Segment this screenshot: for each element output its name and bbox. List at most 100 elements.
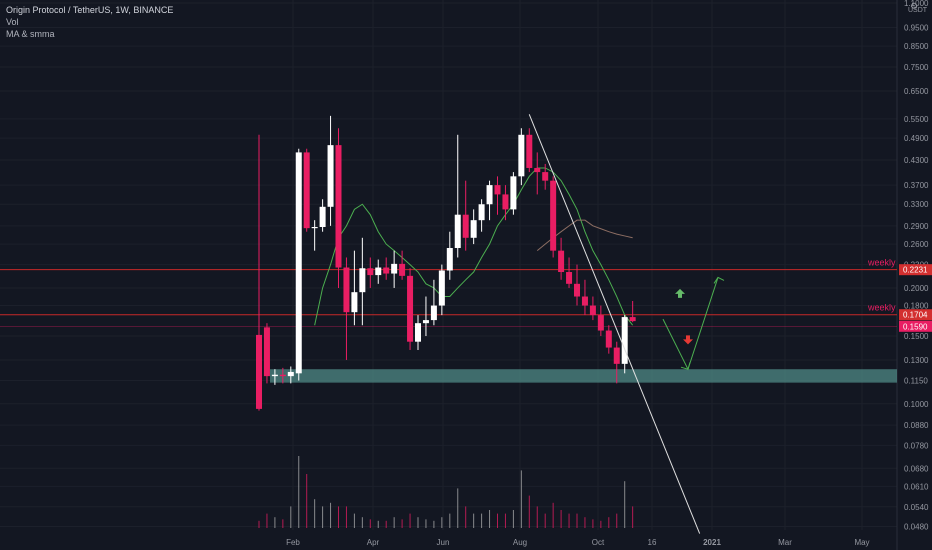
volume-bar	[528, 495, 530, 528]
candle-body[interactable]	[399, 263, 406, 276]
volume-bar	[600, 520, 602, 528]
candle-body[interactable]	[343, 267, 350, 313]
volume-bar	[512, 510, 514, 528]
symbol-title[interactable]: Origin Protocol / TetherUS, 1W, BINANCE	[6, 5, 174, 15]
candle-body[interactable]	[478, 204, 485, 221]
volume-bar	[425, 519, 427, 528]
volume-bar	[608, 517, 610, 528]
candle-body[interactable]	[494, 185, 501, 195]
candle-body[interactable]	[566, 272, 573, 284]
candle-body[interactable]	[462, 214, 469, 238]
candle-body[interactable]	[430, 305, 437, 321]
price-tick-label: 0.9500	[904, 24, 929, 33]
level-price-label: 0.1704	[903, 311, 928, 320]
candle-body[interactable]	[407, 275, 414, 342]
candle-body[interactable]	[359, 268, 366, 293]
volume-bar	[369, 519, 371, 528]
candle-body[interactable]	[558, 250, 565, 273]
candle-body[interactable]	[375, 267, 382, 276]
volume-bar	[576, 513, 578, 528]
candle-body[interactable]	[542, 172, 549, 181]
candle-body[interactable]	[335, 145, 342, 268]
candle-body[interactable]	[446, 247, 453, 271]
candle-body[interactable]	[629, 317, 636, 322]
candle-body[interactable]	[422, 320, 429, 324]
candle-body[interactable]	[550, 180, 557, 251]
candle-body[interactable]	[263, 327, 270, 377]
candle-body[interactable]	[589, 305, 596, 316]
time-tick-label: Feb	[286, 538, 300, 547]
candle-body[interactable]	[574, 283, 580, 297]
price-tick-label: 0.0480	[904, 522, 929, 531]
candle-body[interactable]	[605, 330, 612, 348]
volume-bar	[592, 519, 594, 528]
volume-bar	[465, 506, 467, 528]
volume-bar	[481, 513, 483, 528]
candle-body[interactable]	[470, 220, 477, 238]
candle-body[interactable]	[271, 374, 278, 377]
volume-bar	[489, 510, 491, 528]
candle-body[interactable]	[415, 323, 421, 342]
volume-bar	[290, 506, 292, 528]
price-tick-label: 0.0540	[904, 503, 929, 512]
volume-bar	[274, 517, 276, 528]
candle-body[interactable]	[319, 206, 326, 228]
price-tick-label: 0.1000	[904, 400, 929, 409]
candle-body[interactable]	[454, 214, 461, 248]
candle-body[interactable]	[438, 270, 445, 306]
price-tick-label: 0.0610	[904, 482, 929, 491]
projection-arrowhead	[713, 276, 725, 284]
candle-body[interactable]	[518, 134, 525, 177]
price-tick-label: 0.2600	[904, 240, 929, 249]
candle-body[interactable]	[534, 167, 541, 173]
volume-bar	[449, 513, 451, 528]
price-tick-label: 1.1000	[904, 0, 929, 8]
candle-body[interactable]	[597, 315, 604, 331]
volume-bar	[314, 499, 316, 528]
trendline[interactable]	[528, 114, 701, 534]
volume-bar	[624, 481, 626, 528]
candle-body[interactable]	[502, 194, 509, 210]
candle-body[interactable]	[279, 374, 286, 377]
ma-line	[314, 167, 634, 326]
volume-bar	[433, 520, 435, 528]
arrow-up-icon[interactable]	[675, 288, 685, 298]
candle-body[interactable]	[526, 134, 533, 168]
time-tick-label: Apr	[367, 538, 380, 547]
volume-bar	[330, 502, 332, 528]
candle-body[interactable]	[311, 227, 318, 229]
candle-body[interactable]	[581, 296, 588, 306]
candle-body[interactable]	[486, 185, 493, 205]
volume-bar	[385, 520, 387, 528]
volume-bar	[417, 517, 419, 528]
candle-body[interactable]	[510, 176, 517, 210]
volume-bar	[552, 502, 554, 528]
volume-indicator-label[interactable]: Vol	[6, 17, 19, 27]
candle-body[interactable]	[391, 263, 398, 274]
support-zone[interactable]	[270, 369, 897, 383]
candle-body[interactable]	[295, 152, 302, 374]
arrow-down-icon[interactable]	[683, 335, 693, 345]
candle-body[interactable]	[613, 347, 620, 364]
candle-body[interactable]	[621, 317, 628, 364]
candle-body[interactable]	[351, 292, 358, 313]
volume-bar	[282, 519, 284, 528]
ma-indicator-label[interactable]: MA & smma	[6, 29, 55, 39]
candle-body[interactable]	[287, 371, 294, 377]
candle-body[interactable]	[327, 145, 334, 207]
gear-icon[interactable]: ⚙	[910, 1, 918, 11]
volume-bar	[441, 517, 443, 528]
volume-bar	[504, 513, 506, 528]
candle-body[interactable]	[256, 334, 262, 409]
price-tick-label: 0.4300	[904, 156, 929, 165]
price-tick-label: 0.3300	[904, 200, 929, 209]
price-tick-label: 0.1500	[904, 332, 929, 341]
candle-body[interactable]	[383, 267, 390, 274]
candle-body[interactable]	[303, 152, 310, 229]
price-tick-label: 0.4900	[904, 134, 929, 143]
level-price-label: 0.1590	[903, 322, 928, 331]
volume-bar	[616, 513, 618, 528]
candle-body[interactable]	[367, 268, 374, 276]
volume-bar	[409, 513, 411, 528]
